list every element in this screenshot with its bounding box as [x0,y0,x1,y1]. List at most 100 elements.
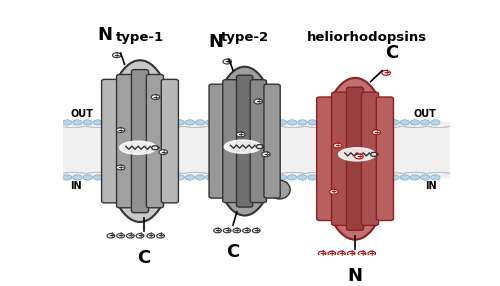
FancyBboxPatch shape [102,80,118,203]
Circle shape [400,175,409,180]
Circle shape [72,175,82,180]
FancyBboxPatch shape [146,74,164,208]
FancyBboxPatch shape [316,97,334,221]
Circle shape [267,175,276,180]
Circle shape [328,120,338,125]
Text: OUT: OUT [414,109,436,119]
Circle shape [223,59,232,64]
FancyBboxPatch shape [332,92,348,225]
Circle shape [144,120,154,125]
Circle shape [246,175,256,180]
Text: +: + [118,126,124,135]
Circle shape [380,175,389,180]
Circle shape [83,120,92,125]
Circle shape [116,128,125,132]
Circle shape [156,234,164,238]
Circle shape [62,120,72,125]
Ellipse shape [104,60,176,222]
Circle shape [154,175,164,180]
Circle shape [368,251,376,256]
Circle shape [254,99,262,104]
Circle shape [72,120,82,125]
Text: +: + [118,163,124,172]
Circle shape [124,175,133,180]
Text: N: N [98,26,112,44]
Circle shape [382,70,390,75]
Circle shape [318,120,328,125]
Text: +: + [224,226,230,235]
Circle shape [328,251,336,256]
Circle shape [144,175,154,180]
Circle shape [224,229,231,233]
FancyBboxPatch shape [250,80,266,202]
Circle shape [267,120,276,125]
Circle shape [420,120,430,125]
Circle shape [390,120,399,125]
Text: N: N [208,33,223,51]
Circle shape [390,175,399,180]
Circle shape [226,175,235,180]
Circle shape [278,175,286,180]
Text: type-1: type-1 [116,31,164,44]
Circle shape [318,175,328,180]
Circle shape [372,130,380,135]
Circle shape [380,120,389,125]
Text: +: + [152,93,158,102]
Circle shape [257,175,266,180]
Text: +: + [348,249,354,258]
Circle shape [151,95,160,100]
Circle shape [328,175,338,180]
FancyBboxPatch shape [162,80,178,203]
Circle shape [107,234,115,238]
Text: +: + [214,226,220,235]
Circle shape [112,53,121,58]
Circle shape [288,120,297,125]
Circle shape [410,120,420,125]
Circle shape [358,251,366,256]
Text: OUT: OUT [70,109,93,119]
Circle shape [134,175,143,180]
Text: +: + [368,249,375,258]
Text: +: + [383,68,389,77]
Circle shape [93,175,102,180]
Circle shape [175,175,184,180]
Circle shape [334,143,342,148]
Text: +: + [319,249,325,258]
Circle shape [246,120,256,125]
Text: heliorhodopsins: heliorhodopsins [306,31,427,44]
Ellipse shape [269,180,290,199]
Circle shape [278,120,286,125]
Text: C: C [385,44,398,62]
Circle shape [252,229,260,233]
Circle shape [288,175,297,180]
Text: +: + [234,226,240,235]
Text: N: N [348,267,362,285]
Circle shape [431,120,440,125]
Circle shape [196,120,205,125]
Circle shape [308,175,318,180]
Text: +: + [334,141,341,150]
FancyBboxPatch shape [132,69,148,213]
Text: +: + [359,249,365,258]
Text: +: + [114,51,120,60]
Circle shape [257,120,266,125]
Text: +: + [356,152,362,161]
Text: +: + [158,231,164,240]
FancyBboxPatch shape [362,92,378,225]
Circle shape [236,132,245,137]
FancyBboxPatch shape [264,84,280,198]
Circle shape [370,120,378,125]
Ellipse shape [212,67,278,216]
Bar [62,122,450,177]
Circle shape [236,120,246,125]
Text: +: + [338,249,344,258]
Circle shape [154,120,164,125]
Circle shape [330,189,338,194]
Circle shape [242,229,250,233]
Circle shape [83,175,92,180]
Text: IN: IN [425,181,436,191]
Text: +: + [255,97,262,106]
Text: +: + [224,57,230,66]
Circle shape [338,251,345,256]
Text: +: + [148,231,154,240]
